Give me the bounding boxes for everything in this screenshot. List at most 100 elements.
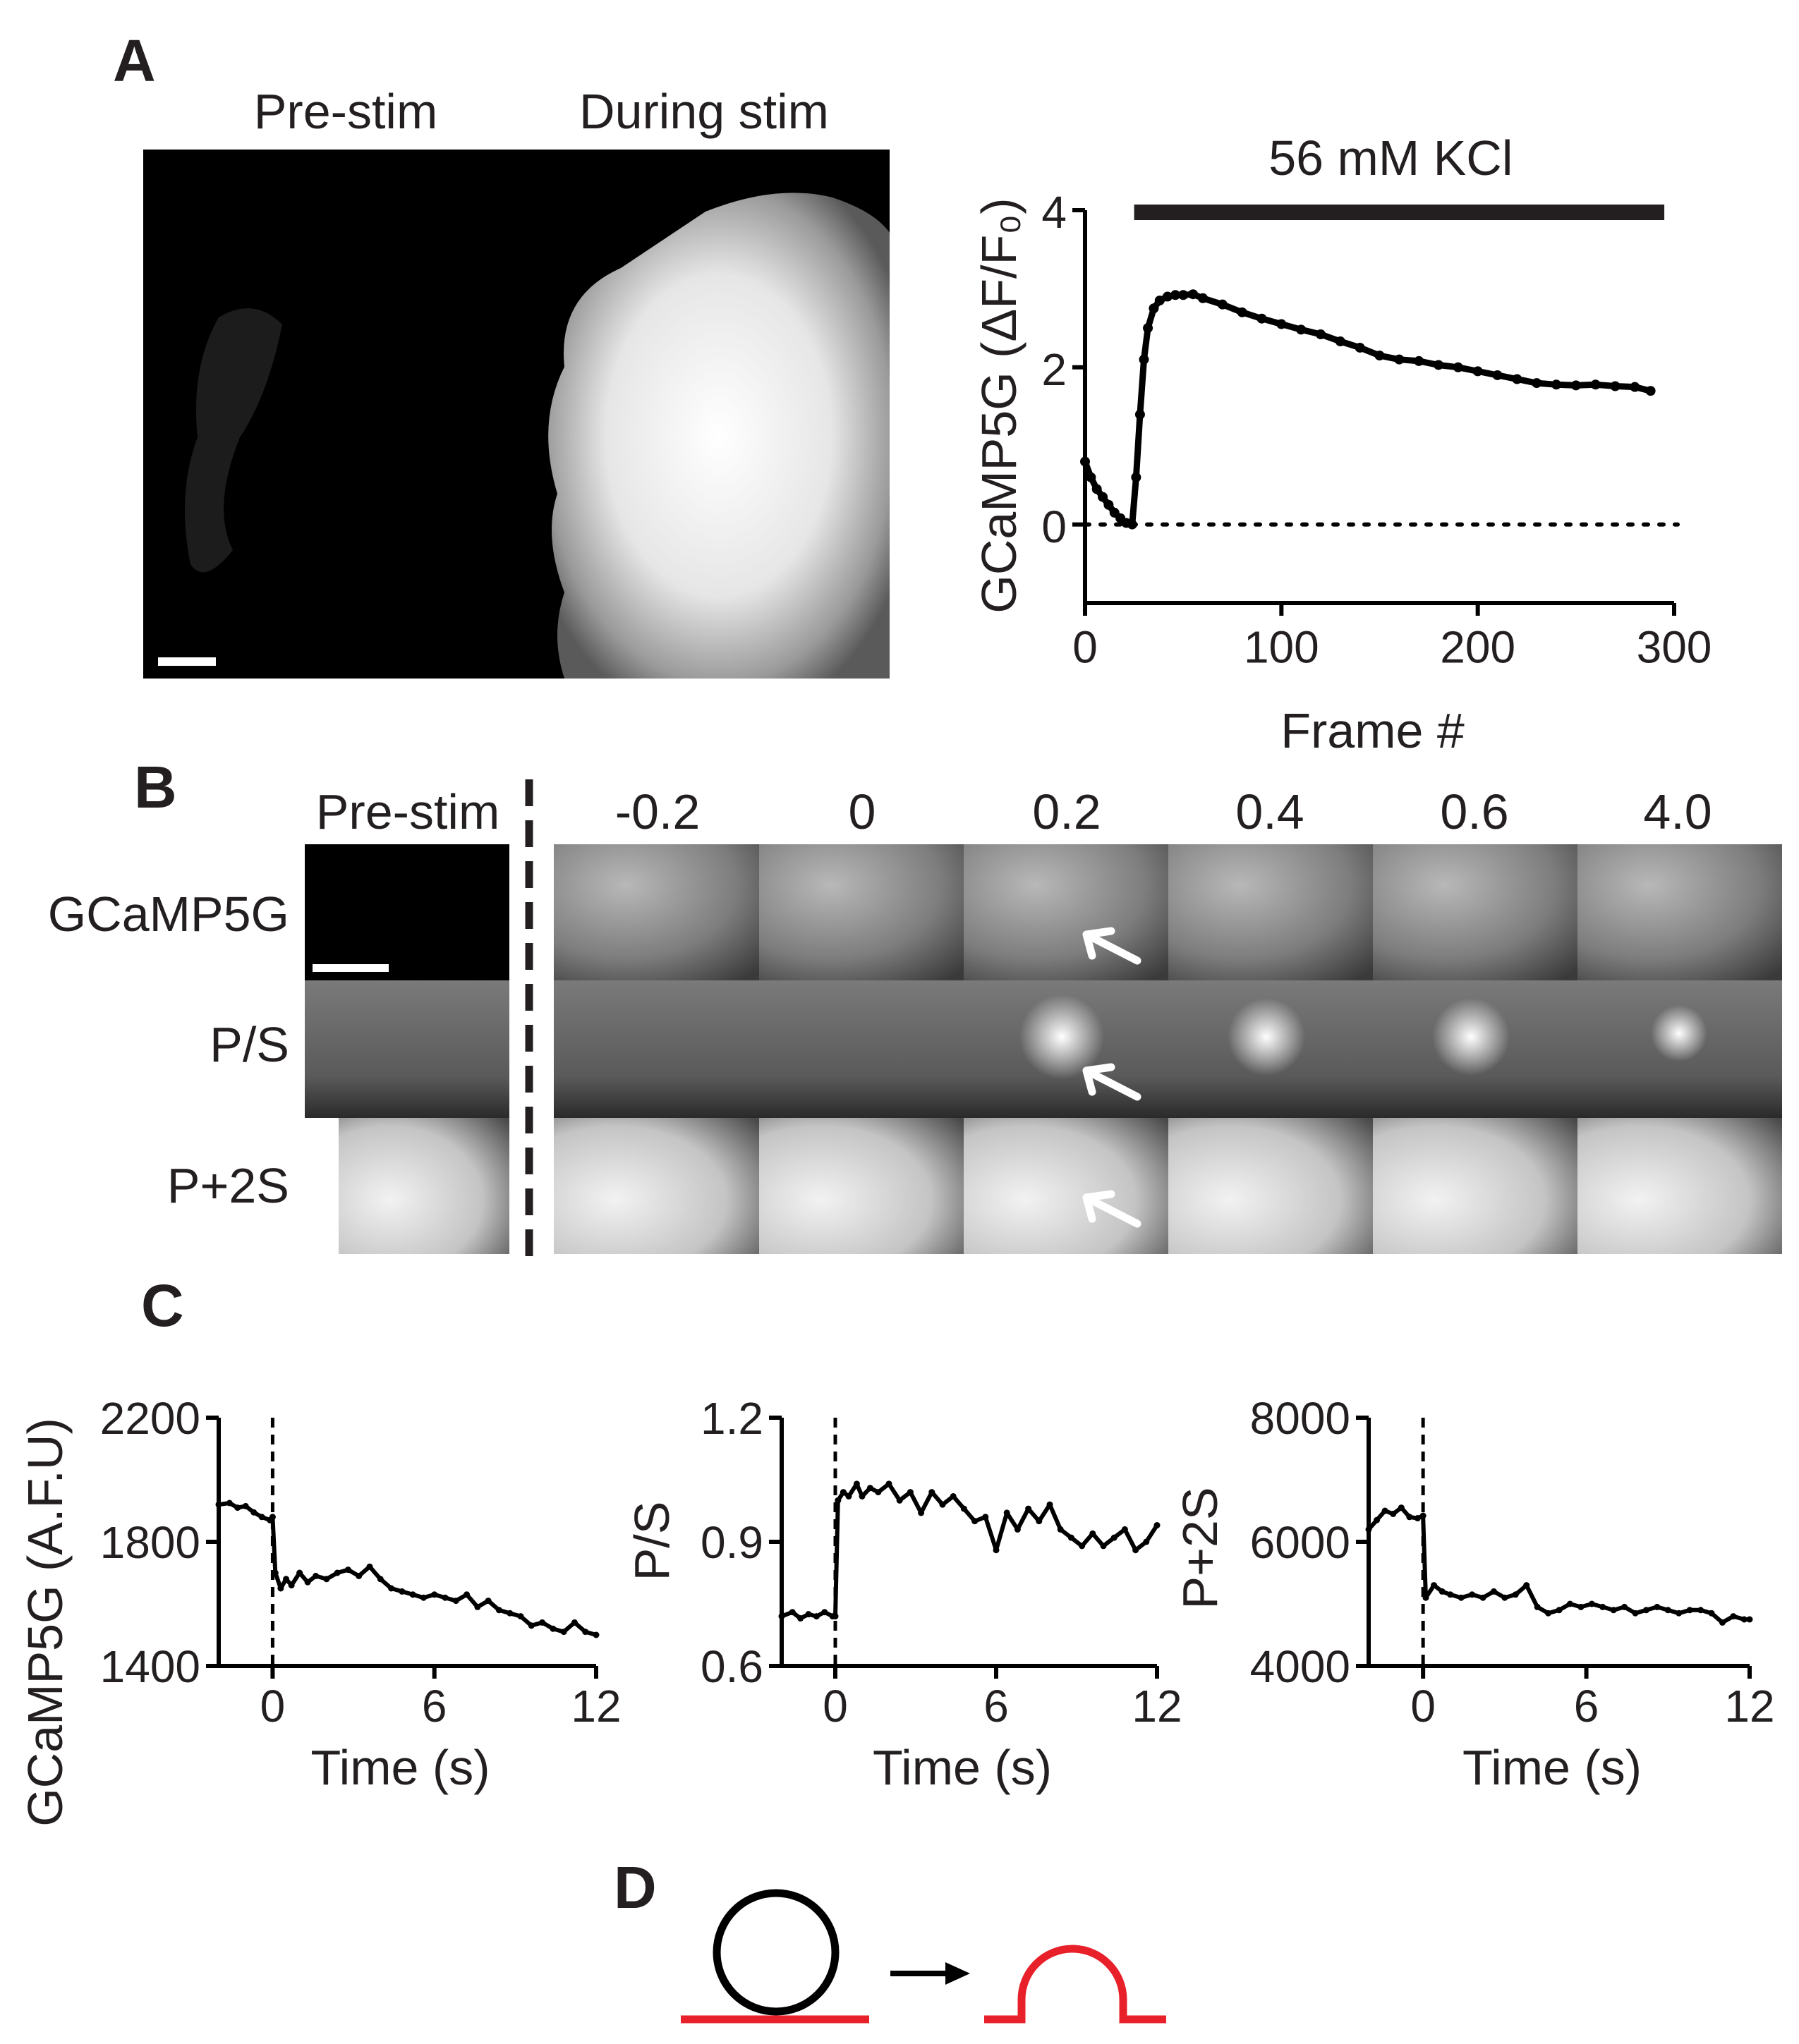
data-point xyxy=(1654,1603,1661,1610)
col-header-4-0: 4.0 xyxy=(1643,784,1712,839)
panel-b-image-grid xyxy=(305,779,1782,1259)
data-point xyxy=(507,1610,514,1617)
y-tick-label: 0 xyxy=(1041,501,1067,552)
data-point xyxy=(242,1502,249,1509)
y-tick-label: 0.9 xyxy=(701,1517,763,1568)
data-point xyxy=(1590,379,1601,390)
data-point xyxy=(323,1576,330,1583)
y-axis-label: GCaMP5G (ΔF/F₀) xyxy=(971,197,1026,613)
y-tick-label: 1.2 xyxy=(701,1393,763,1444)
data-point xyxy=(1080,456,1090,467)
data-point xyxy=(1610,1607,1617,1614)
data-point xyxy=(1532,378,1542,389)
data-point xyxy=(789,1609,796,1616)
col-header-0-4: 0.4 xyxy=(1235,784,1304,839)
data-point xyxy=(474,1603,481,1610)
data-point xyxy=(1237,307,1247,317)
tiles-ps-row xyxy=(554,980,1782,1118)
scale-bar-b xyxy=(313,964,389,972)
x-tick-label: 200 xyxy=(1440,622,1515,673)
data-point xyxy=(1469,1591,1476,1598)
data-point xyxy=(832,1613,839,1620)
x-tick-label: 0 xyxy=(1410,1681,1436,1732)
x-axis-label: Time (s) xyxy=(310,1740,490,1795)
data-point xyxy=(250,1509,258,1516)
data-point xyxy=(1296,324,1307,335)
data-point xyxy=(1143,1538,1150,1545)
data-point xyxy=(960,1505,967,1512)
panel-letter-d: D xyxy=(614,1854,657,1921)
data-point xyxy=(1079,1543,1086,1550)
data-point xyxy=(377,1576,384,1583)
data-point xyxy=(1143,323,1153,334)
arrow-right-head xyxy=(945,1962,970,1985)
data-point xyxy=(1599,1603,1606,1610)
vesicle-icon xyxy=(713,1889,840,2016)
data-point xyxy=(1276,319,1287,329)
data-point xyxy=(845,1492,852,1499)
tile-p2s xyxy=(1577,1118,1782,1254)
panel-d-schematic xyxy=(681,1889,1166,2024)
data-point xyxy=(1447,1591,1454,1598)
data-point xyxy=(1178,290,1189,300)
data-point xyxy=(1046,1501,1053,1508)
x-tick-label: 0 xyxy=(823,1681,848,1732)
data-point xyxy=(1740,1616,1747,1623)
data-point xyxy=(1086,472,1096,482)
data-point xyxy=(550,1625,557,1632)
tile-ps xyxy=(759,980,964,1118)
data-point xyxy=(1501,1594,1508,1601)
x-tick-label: 0 xyxy=(1072,622,1098,673)
data-point xyxy=(918,1509,925,1516)
stimulus-bar-label: 56 mM KCl xyxy=(1268,130,1513,185)
y-tick-label: 0.6 xyxy=(701,1641,763,1692)
fusion-spot xyxy=(1019,994,1104,1079)
data-point xyxy=(896,1497,903,1504)
data-point xyxy=(485,1598,492,1605)
tile-gcamp xyxy=(1577,844,1782,980)
data-point xyxy=(1479,1594,1486,1601)
data-point xyxy=(1512,1591,1519,1598)
data-point xyxy=(1100,1543,1107,1550)
x-tick-label: 300 xyxy=(1637,622,1712,673)
x-axis-label: Time (s) xyxy=(873,1740,1052,1795)
data-point xyxy=(277,1585,284,1592)
row-label-p2s: P+2S xyxy=(167,1158,289,1213)
y-tick-label: 1800 xyxy=(100,1517,200,1568)
x-tick-label: 6 xyxy=(422,1681,447,1732)
data-point xyxy=(1355,342,1365,353)
data-point xyxy=(1162,291,1173,302)
x-tick-label: 12 xyxy=(1724,1681,1774,1732)
data-point xyxy=(1588,1600,1595,1607)
data-point xyxy=(1316,329,1326,340)
data-point xyxy=(452,1598,459,1605)
data-point xyxy=(1414,355,1424,366)
data-point xyxy=(366,1563,373,1570)
data-point xyxy=(269,1514,276,1521)
tile-gcamp xyxy=(1373,844,1577,980)
data-point xyxy=(258,1514,265,1521)
y-tick-label: 2200 xyxy=(100,1393,200,1444)
data-point xyxy=(539,1619,546,1626)
data-point xyxy=(464,1591,471,1598)
panel-a-micrographs xyxy=(143,150,890,679)
data-point xyxy=(1127,519,1137,530)
data-point xyxy=(226,1499,233,1507)
data-point xyxy=(1149,303,1159,314)
data-point xyxy=(528,1622,535,1629)
tiles-gcamp-row xyxy=(554,844,1782,980)
col-header-minus-0-2: -0.2 xyxy=(615,784,701,839)
data-point xyxy=(835,1497,842,1504)
data-point xyxy=(1422,1594,1429,1601)
data-point xyxy=(344,1567,351,1574)
tile-p2s xyxy=(1168,1118,1373,1254)
data-point xyxy=(582,1629,589,1636)
data-point xyxy=(1746,1616,1753,1623)
x-tick-label: 6 xyxy=(1574,1681,1599,1732)
data-point xyxy=(1419,1512,1427,1519)
data-point xyxy=(272,1569,279,1576)
data-point xyxy=(1570,380,1581,391)
data-point xyxy=(1067,1534,1074,1541)
arrow-icon xyxy=(1082,1190,1141,1228)
tile-p2s xyxy=(759,1118,964,1254)
